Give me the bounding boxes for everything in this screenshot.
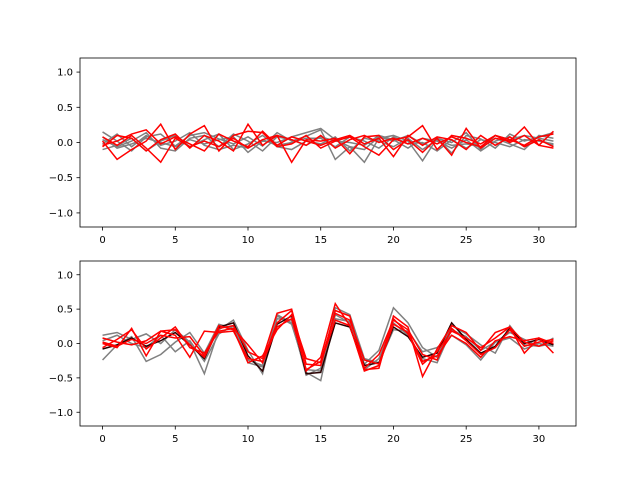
- x-tick-label: 0: [99, 434, 105, 445]
- series-line-7: [102, 312, 554, 371]
- y-tick-label: −1.0: [49, 408, 73, 419]
- series-line-9: [102, 133, 554, 164]
- top-chart: 0 5 10 15 20 25 30 −1.0 −0.5 0.0 0.5 1.0: [49, 57, 577, 246]
- series-line-5: [102, 301, 554, 379]
- y-tick-label: −0.5: [49, 173, 73, 184]
- x-tick-label: 0: [99, 235, 105, 246]
- y-tick-label: 0.0: [57, 339, 73, 350]
- x-tick-label: 5: [172, 434, 178, 445]
- y-tick-label: 0.0: [57, 138, 73, 149]
- series-line-7: [101, 122, 554, 161]
- series-line-6: [102, 122, 554, 164]
- y-tick-label: −0.5: [49, 373, 73, 384]
- y-tick-label: 1.0: [57, 270, 73, 281]
- x-tick-label: 10: [242, 434, 255, 445]
- y-tick-label: 1.0: [57, 68, 73, 79]
- y-tick-label: 0.5: [57, 305, 73, 316]
- series-line-4: [102, 314, 554, 375]
- x-tick-label: 5: [172, 235, 178, 246]
- x-tick-label: 10: [242, 235, 255, 246]
- x-tick-label: 20: [387, 434, 400, 445]
- x-tick-label: 30: [533, 434, 546, 445]
- x-tick-label: 15: [314, 434, 327, 445]
- x-tick-label: 25: [460, 434, 473, 445]
- x-tick-label: 25: [460, 235, 473, 246]
- y-tick-label: 0.5: [57, 103, 73, 114]
- y-tick-label: −1.0: [49, 208, 73, 219]
- x-tick-label: 20: [387, 235, 400, 246]
- x-tick-label: 15: [314, 235, 327, 246]
- bottom-chart: 0 5 10 15 20 25 30 −1.0 −0.5 0.0 0.5 1.0: [49, 260, 577, 445]
- series-line-8: [102, 313, 554, 372]
- x-tick-label: 30: [533, 235, 546, 246]
